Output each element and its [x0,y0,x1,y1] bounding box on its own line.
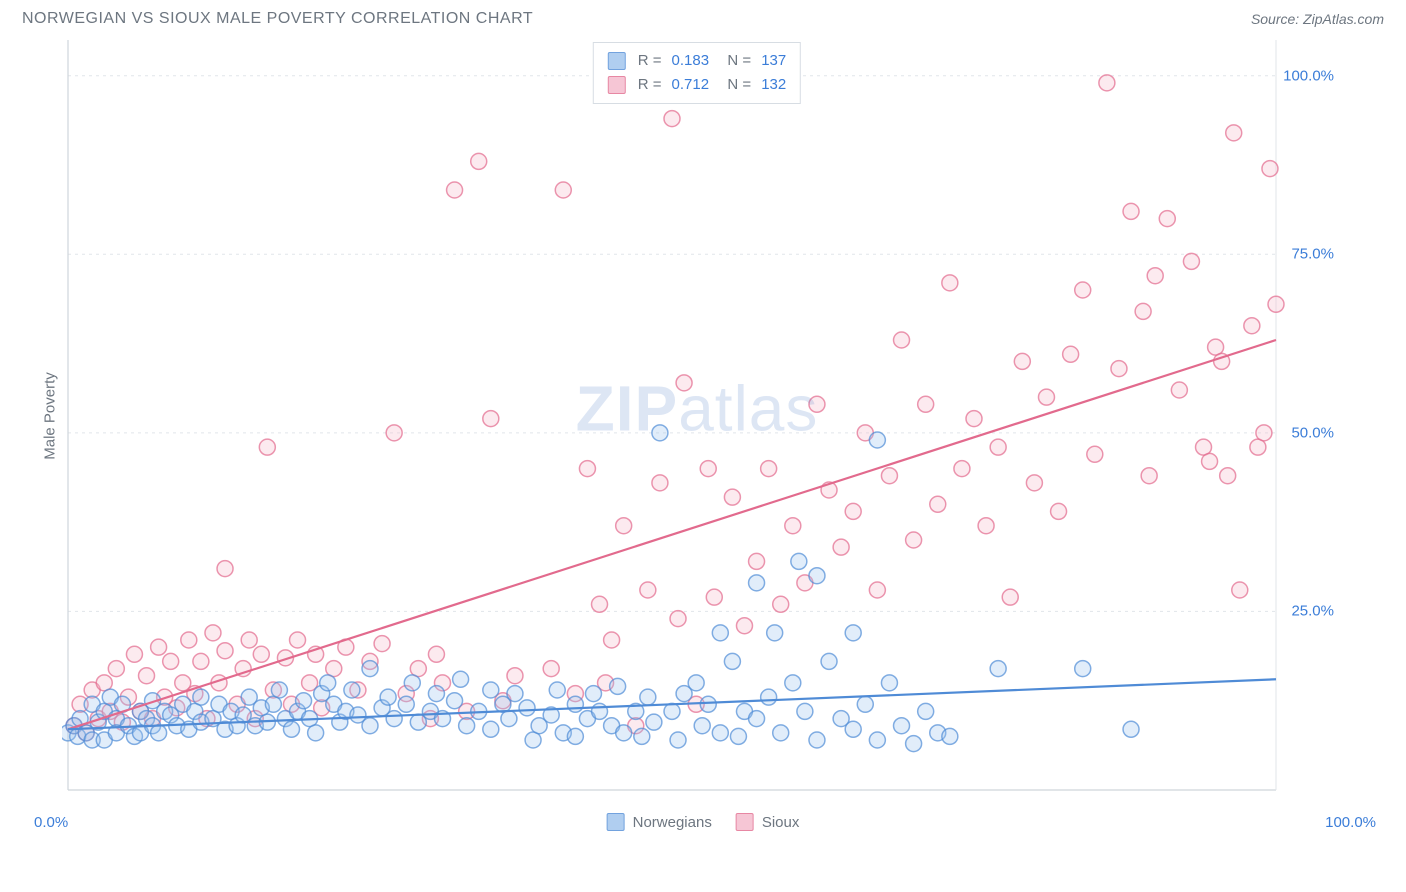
stats-swatch-1 [608,76,626,94]
stats-row-1: R = 0.712 N = 132 [608,73,786,97]
scatter-plot-svg [62,36,1332,796]
y-tick-label: 25.0% [1291,603,1334,620]
plot-area: Male Poverty ZIPatlas R = 0.183 N = 137 … [62,36,1332,796]
source-label: Source: ZipAtlas.com [1251,11,1384,27]
legend-swatch-0 [607,813,625,831]
stats-r-label: R = [638,49,662,73]
stats-swatch-0 [608,52,626,70]
stats-r-value-1: 0.712 [672,73,710,97]
stats-n-value-0: 137 [761,49,786,73]
chart-container: Male Poverty ZIPatlas R = 0.183 N = 137 … [22,34,1384,839]
legend-item-1: Sioux [736,813,800,831]
y-tick-label: 50.0% [1291,424,1334,441]
chart-header: NORWEGIAN VS SIOUX MALE POVERTY CORRELAT… [0,0,1406,34]
bottom-legend-bar: 0.0% Norwegians Sioux 100.0% [22,805,1384,839]
stats-n-label: N = [719,73,751,97]
legend-label-1: Sioux [762,814,800,831]
y-axis-title: Male Poverty [41,372,58,460]
stats-r-value-0: 0.183 [672,49,710,73]
x-axis-min-label: 0.0% [34,814,68,831]
y-tick-label: 75.0% [1291,246,1334,263]
legend-label-0: Norwegians [633,814,712,831]
legend-swatch-1 [736,813,754,831]
chart-title: NORWEGIAN VS SIOUX MALE POVERTY CORRELAT… [22,10,533,28]
stats-n-label: N = [719,49,751,73]
stats-n-value-1: 132 [761,73,786,97]
stats-row-0: R = 0.183 N = 137 [608,49,786,73]
series-legend: Norwegians Sioux [607,813,800,831]
x-axis-max-label: 100.0% [1325,814,1376,831]
stats-r-label: R = [638,73,662,97]
correlation-stats-box: R = 0.183 N = 137 R = 0.712 N = 132 [593,42,801,104]
y-tick-label: 100.0% [1283,67,1334,84]
legend-item-0: Norwegians [607,813,712,831]
